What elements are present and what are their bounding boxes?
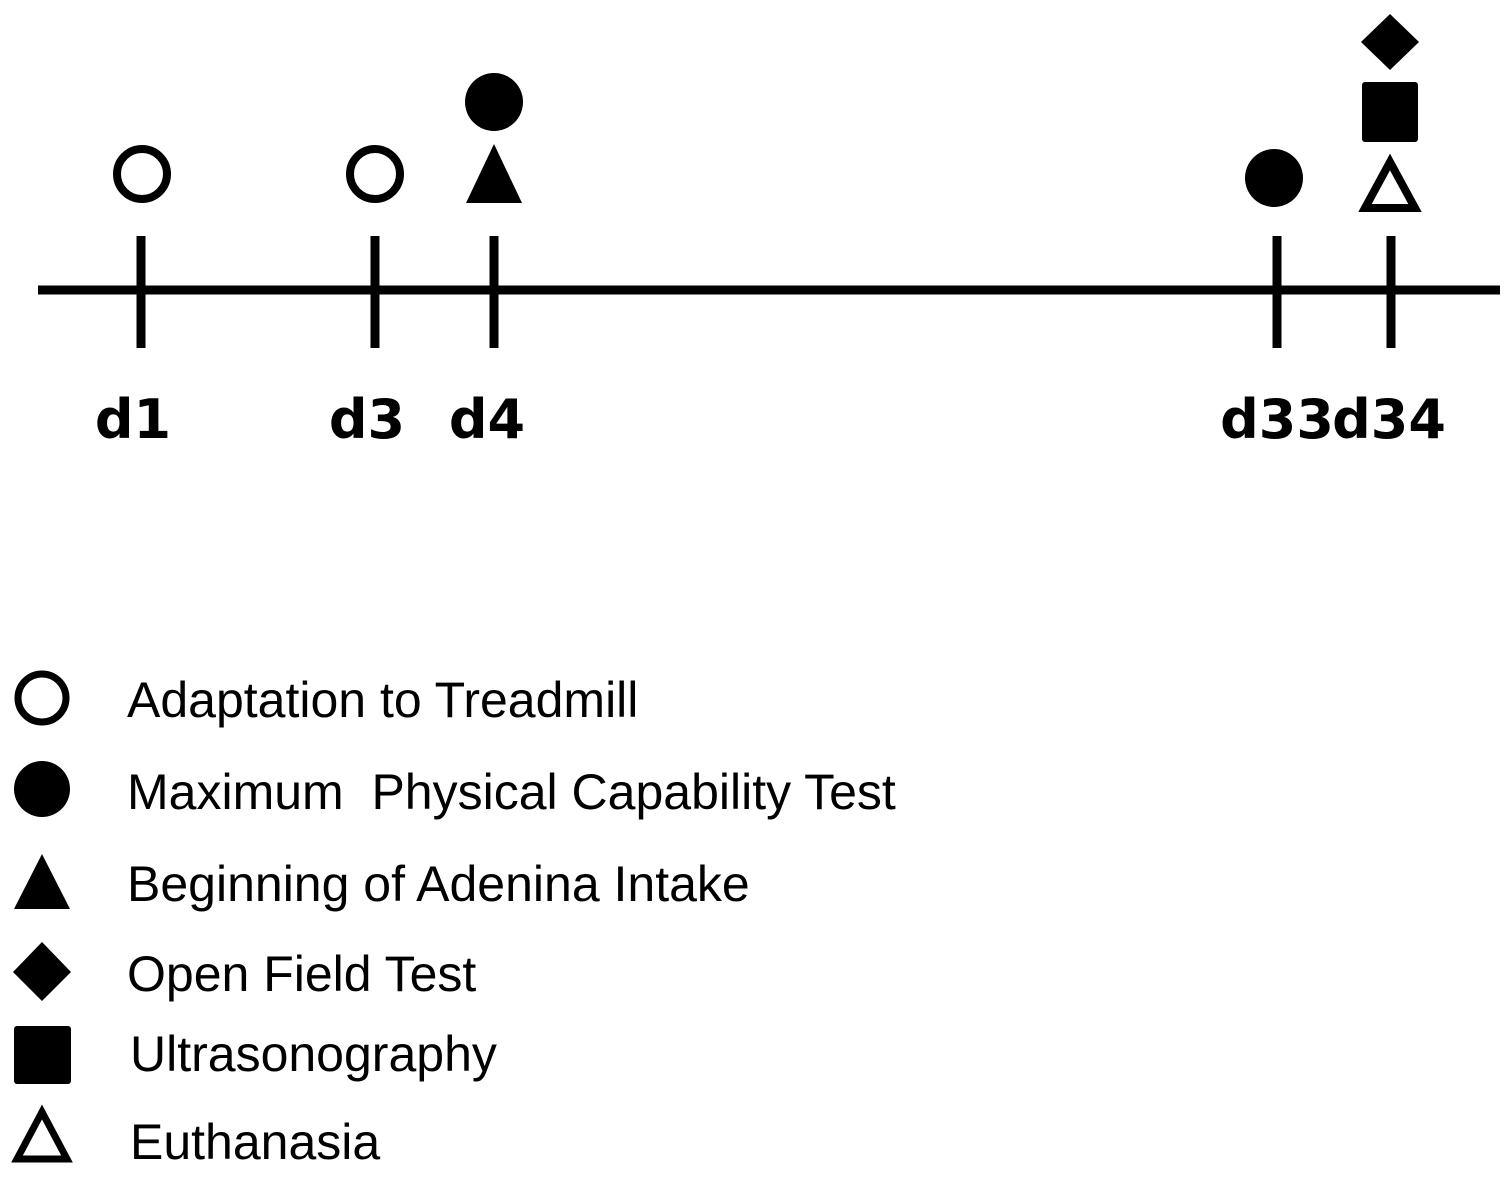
legend-label-adaptation: Adaptation to Treadmill	[127, 672, 638, 728]
legend-open-circle-icon	[14, 670, 70, 726]
legend-label-euthanasia: Euthanasia	[130, 1114, 380, 1170]
legend-open-triangle-icon	[11, 1104, 73, 1163]
filled-diamond-icon	[1361, 14, 1419, 70]
legend-label-open-field: Open Field Test	[127, 946, 476, 1002]
filled-triangle-icon	[466, 144, 522, 203]
legend-label-ultrasonography: Ultrasonography	[130, 1026, 497, 1082]
filled-square-icon	[1362, 82, 1418, 142]
filled-circle-icon	[465, 73, 523, 131]
open-circle-icon	[346, 145, 404, 203]
day-label-d4: d4	[449, 388, 525, 451]
open-triangle-icon	[1358, 153, 1422, 212]
day-label-d33: d33	[1220, 388, 1334, 451]
open-circle-icon	[113, 145, 171, 203]
day-label-d34: d34	[1332, 388, 1446, 451]
day-label-d1: d1	[95, 388, 171, 451]
day-label-d3: d3	[329, 388, 405, 451]
filled-circle-icon	[1245, 149, 1303, 207]
legend-label-capability: Maximum Physical Capability Test	[127, 764, 896, 820]
legend-filled-diamond-icon	[13, 942, 71, 1001]
legend-filled-triangle-icon	[14, 854, 70, 909]
legend-filled-square-icon	[14, 1026, 71, 1084]
legend-label-adenina: Beginning of Adenina Intake	[127, 856, 750, 912]
legend-filled-circle-icon	[14, 761, 70, 817]
